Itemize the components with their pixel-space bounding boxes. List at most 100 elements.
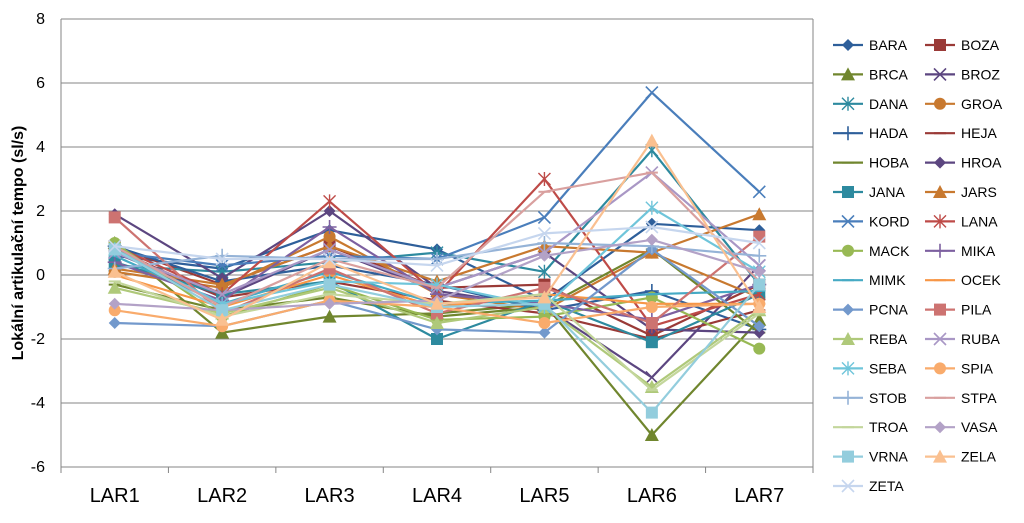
data-point-zela — [752, 300, 767, 313]
data-point-spia — [108, 304, 121, 317]
legend-label: MIMK — [869, 272, 906, 288]
data-point-brca — [322, 309, 337, 323]
data-point-lana — [323, 194, 337, 209]
legend-item-vasa: VASA — [925, 419, 998, 435]
legend-item-broz: BROZ — [925, 66, 1000, 82]
data-point-vasa — [323, 297, 336, 310]
legend-marker — [841, 390, 855, 405]
data-point-zeta — [430, 258, 444, 272]
legend-marker — [934, 156, 946, 169]
legend-marker — [841, 96, 855, 111]
legend-marker — [934, 97, 946, 110]
legend-label: GROA — [961, 96, 1003, 112]
legend-item-brca: BRCA — [833, 66, 909, 82]
series-layer — [107, 86, 767, 441]
legend-marker — [934, 421, 946, 434]
data-point-stob — [752, 248, 767, 263]
data-point-spia — [538, 317, 551, 329]
data-point-stob — [537, 236, 552, 250]
legend-label: BROZ — [961, 66, 1000, 82]
data-point-dana — [537, 264, 551, 279]
data-point-zela — [322, 255, 337, 269]
legend-item-zela: ZELA — [925, 449, 997, 465]
legend-label: MIKA — [961, 243, 996, 259]
data-point-reba — [430, 316, 444, 329]
legend-marker — [842, 39, 854, 51]
data-point-hroa — [323, 205, 336, 217]
legend-label: MACK — [869, 243, 910, 259]
legend-label: SEBA — [869, 360, 907, 376]
data-point-pcna — [753, 320, 766, 333]
legend-item-dana: DANA — [833, 96, 909, 112]
data-point-pila — [538, 281, 551, 294]
legend-item-kord: KORD — [833, 213, 909, 229]
data-point-zeta — [752, 236, 766, 250]
data-point-kord — [752, 185, 766, 199]
data-point-jars — [752, 207, 767, 221]
data-point-pila — [108, 211, 121, 224]
x-tick-label: LAR4 — [412, 485, 462, 507]
series-zeta — [108, 220, 766, 272]
data-point-lana — [537, 172, 551, 186]
legend-marker — [842, 450, 854, 463]
legend-label: HOBA — [869, 155, 909, 171]
legend-label: SPIA — [961, 360, 994, 376]
legend-item-troa: TROA — [833, 419, 909, 435]
legend-label: TROA — [869, 419, 909, 435]
legend-label: BRCA — [869, 66, 909, 82]
legend-item-groa: GROA — [925, 96, 1003, 112]
legend-item-jana: JANA — [833, 184, 905, 200]
data-point-pcna — [538, 326, 551, 339]
legend-label: BARA — [869, 37, 908, 53]
legend-marker — [934, 303, 946, 316]
legend-label: ZELA — [961, 449, 997, 465]
data-point-jana — [645, 336, 658, 349]
data-point-vrna — [323, 278, 336, 291]
legend-item-boza: BOZA — [925, 37, 1000, 53]
legend-marker — [842, 186, 854, 198]
data-point-kord — [645, 86, 659, 100]
y-axis-title: Lokální artikulační tempo (sl/s) — [10, 126, 27, 361]
legend-label: JARS — [961, 184, 997, 200]
legend-label: VRNA — [869, 449, 909, 465]
legend-label: VASA — [961, 419, 998, 435]
data-point-zela — [644, 133, 659, 147]
y-tick-label: 0 — [36, 267, 45, 284]
data-point-zela — [537, 290, 552, 304]
x-tick-label: LAR7 — [734, 485, 784, 507]
legend-item-hoba: HOBA — [833, 155, 909, 171]
y-tick-label: 4 — [36, 139, 45, 156]
legend-label: PILA — [961, 302, 992, 318]
legend-item-jars: JARS — [925, 184, 997, 200]
data-point-stob — [215, 248, 230, 263]
data-point-zela — [430, 296, 444, 310]
data-point-spia — [645, 301, 658, 313]
legend-label: BOZA — [961, 37, 1000, 53]
y-tick-label: -2 — [31, 331, 45, 348]
data-point-zela — [107, 264, 122, 278]
legend-marker — [933, 332, 947, 346]
data-point-broz — [645, 370, 659, 384]
legend-item-mimk: MIMK — [833, 272, 906, 288]
data-point-pcna — [108, 317, 121, 329]
legend-label: ZETA — [869, 478, 904, 494]
data-point-jana — [431, 333, 443, 345]
legend-marker — [933, 243, 947, 258]
legend-label: RUBA — [961, 331, 1001, 347]
legend-marker — [841, 67, 855, 81]
legend-label: JANA — [869, 184, 905, 200]
x-tick-label: LAR1 — [90, 485, 140, 507]
data-point-vasa — [753, 265, 766, 278]
legend-item-mika: MIKA — [925, 243, 996, 259]
series-zela — [107, 133, 767, 326]
data-point-zeta — [215, 252, 229, 266]
legend-label: LANA — [961, 213, 998, 229]
data-point-brca — [644, 428, 659, 441]
legend-item-hada: HADA — [833, 125, 909, 141]
data-point-kord — [537, 210, 551, 224]
legend-label: PCNA — [869, 302, 909, 318]
legend-item-stob: STOB — [833, 390, 907, 406]
y-tick-label: 2 — [36, 203, 45, 220]
data-point-stob — [430, 252, 444, 266]
